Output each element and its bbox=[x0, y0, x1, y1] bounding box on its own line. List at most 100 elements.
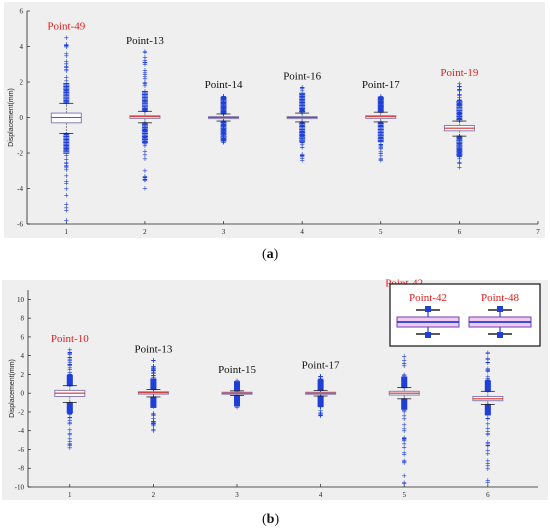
y-tick-label: 6 bbox=[20, 8, 24, 16]
outlier-point: + bbox=[456, 147, 462, 155]
inset-point-label: Point-48 bbox=[481, 292, 519, 304]
outlier-point: + bbox=[299, 87, 305, 95]
outlier-point: + bbox=[401, 437, 407, 445]
outlier-point: + bbox=[485, 367, 491, 375]
outlier-point: + bbox=[63, 60, 69, 68]
outlier-point: + bbox=[485, 375, 491, 383]
outlier-point: + bbox=[142, 75, 148, 83]
outlier-point: + bbox=[67, 417, 73, 425]
outlier-point: + bbox=[456, 80, 462, 88]
outlier-point: + bbox=[456, 113, 462, 121]
outlier-point: + bbox=[485, 349, 491, 357]
outlier-point: + bbox=[299, 128, 305, 136]
outlier-point: + bbox=[485, 438, 491, 446]
outlier-point: + bbox=[221, 93, 227, 101]
outlier-point: + bbox=[150, 369, 156, 377]
outlier-point: + bbox=[150, 417, 156, 425]
outlier-point: + bbox=[63, 50, 69, 58]
outlier-point: + bbox=[221, 137, 227, 145]
outlier-point: + bbox=[401, 408, 407, 416]
outlier-point: + bbox=[401, 425, 407, 433]
outlier-point: + bbox=[63, 204, 69, 212]
outlier-point: + bbox=[63, 191, 69, 199]
outlier-point: + bbox=[63, 162, 69, 170]
outlier-point: + bbox=[221, 136, 227, 144]
outlier-point: + bbox=[150, 410, 156, 418]
outlier-point: + bbox=[456, 115, 462, 123]
outlier-point: + bbox=[401, 458, 407, 466]
outlier-point: + bbox=[63, 43, 69, 51]
outlier-point: + bbox=[63, 161, 69, 169]
outlier-point: + bbox=[401, 412, 407, 420]
outlier-point: + bbox=[63, 60, 69, 68]
outlier-point: + bbox=[299, 99, 305, 107]
point-label: Point-17 bbox=[362, 79, 400, 91]
inset-outlier-marker-bottom bbox=[497, 332, 503, 338]
outlier-point: + bbox=[63, 65, 69, 73]
outlier-point: + bbox=[221, 138, 227, 146]
outlier-point: + bbox=[485, 414, 491, 422]
outlier-point: + bbox=[299, 132, 305, 140]
outlier-point: + bbox=[150, 411, 156, 419]
outlier-point: + bbox=[401, 371, 407, 379]
outlier-point: + bbox=[456, 148, 462, 156]
outlier-point: + bbox=[63, 164, 69, 172]
outlier-point: + bbox=[150, 372, 156, 380]
outlier-point: + bbox=[63, 77, 69, 85]
outlier-point: + bbox=[63, 86, 69, 94]
outlier-point: + bbox=[142, 57, 148, 65]
outlier-point: + bbox=[67, 441, 73, 449]
outlier-point: + bbox=[142, 66, 148, 74]
caption-b-letter: b bbox=[266, 512, 275, 527]
outlier-point: + bbox=[485, 367, 491, 375]
outlier-point: + bbox=[142, 126, 148, 134]
y-tick-label: -4 bbox=[17, 185, 23, 193]
outlier-point: + bbox=[456, 134, 462, 142]
outlier-point: + bbox=[401, 457, 407, 465]
outlier-point: + bbox=[221, 130, 227, 138]
outlier-point: + bbox=[67, 346, 73, 354]
outlier-point: + bbox=[401, 444, 407, 452]
outlier-point: + bbox=[150, 374, 156, 382]
outlier-point: + bbox=[485, 430, 491, 438]
outlier-point: + bbox=[485, 442, 491, 450]
outlier-point: + bbox=[150, 367, 156, 375]
outlier-point: + bbox=[63, 152, 69, 160]
outlier-point: + bbox=[150, 365, 156, 373]
outlier-point: + bbox=[221, 119, 227, 127]
outlier-point: + bbox=[63, 86, 69, 94]
outlier-point: + bbox=[221, 122, 227, 130]
outlier-point: + bbox=[63, 180, 69, 188]
outlier-point: + bbox=[485, 425, 491, 433]
outlier-point: + bbox=[142, 151, 148, 159]
outlier-point: + bbox=[142, 59, 148, 67]
outlier-point: + bbox=[67, 410, 73, 418]
outlier-point: + bbox=[318, 409, 324, 417]
outlier-point: + bbox=[150, 420, 156, 428]
outlier-group: ++++++++++++++++++++++++++++++++++++++++… bbox=[484, 349, 491, 487]
y-tick-label: 4 bbox=[20, 43, 24, 51]
outlier-group: ++++++++++++++++++++++++++++++++++++++++… bbox=[377, 92, 384, 164]
inset-outlier-marker-bottom bbox=[425, 332, 431, 338]
outlier-point: + bbox=[401, 415, 407, 423]
outlier-point: + bbox=[150, 363, 156, 371]
outlier-point: + bbox=[142, 167, 148, 175]
outlier-point: + bbox=[142, 73, 148, 81]
outlier-point: + bbox=[150, 422, 156, 430]
outlier-point: + bbox=[142, 126, 148, 134]
y-tick-label: 0 bbox=[21, 390, 25, 398]
outlier-point: + bbox=[378, 134, 384, 142]
outlier-point: + bbox=[401, 435, 407, 443]
outlier-point: + bbox=[456, 101, 462, 109]
outlier-point: + bbox=[299, 151, 305, 159]
outlier-point: + bbox=[142, 71, 148, 79]
outlier-point: + bbox=[299, 153, 305, 161]
outlier-point: + bbox=[485, 359, 491, 367]
outlier-point: + bbox=[142, 140, 148, 148]
outlier-point: + bbox=[378, 149, 384, 157]
outlier-point: + bbox=[299, 122, 305, 130]
outlier-point: + bbox=[67, 430, 73, 438]
caption-a-letter: a bbox=[266, 247, 274, 262]
outlier-point: + bbox=[142, 140, 148, 148]
outlier-point: + bbox=[401, 427, 407, 435]
